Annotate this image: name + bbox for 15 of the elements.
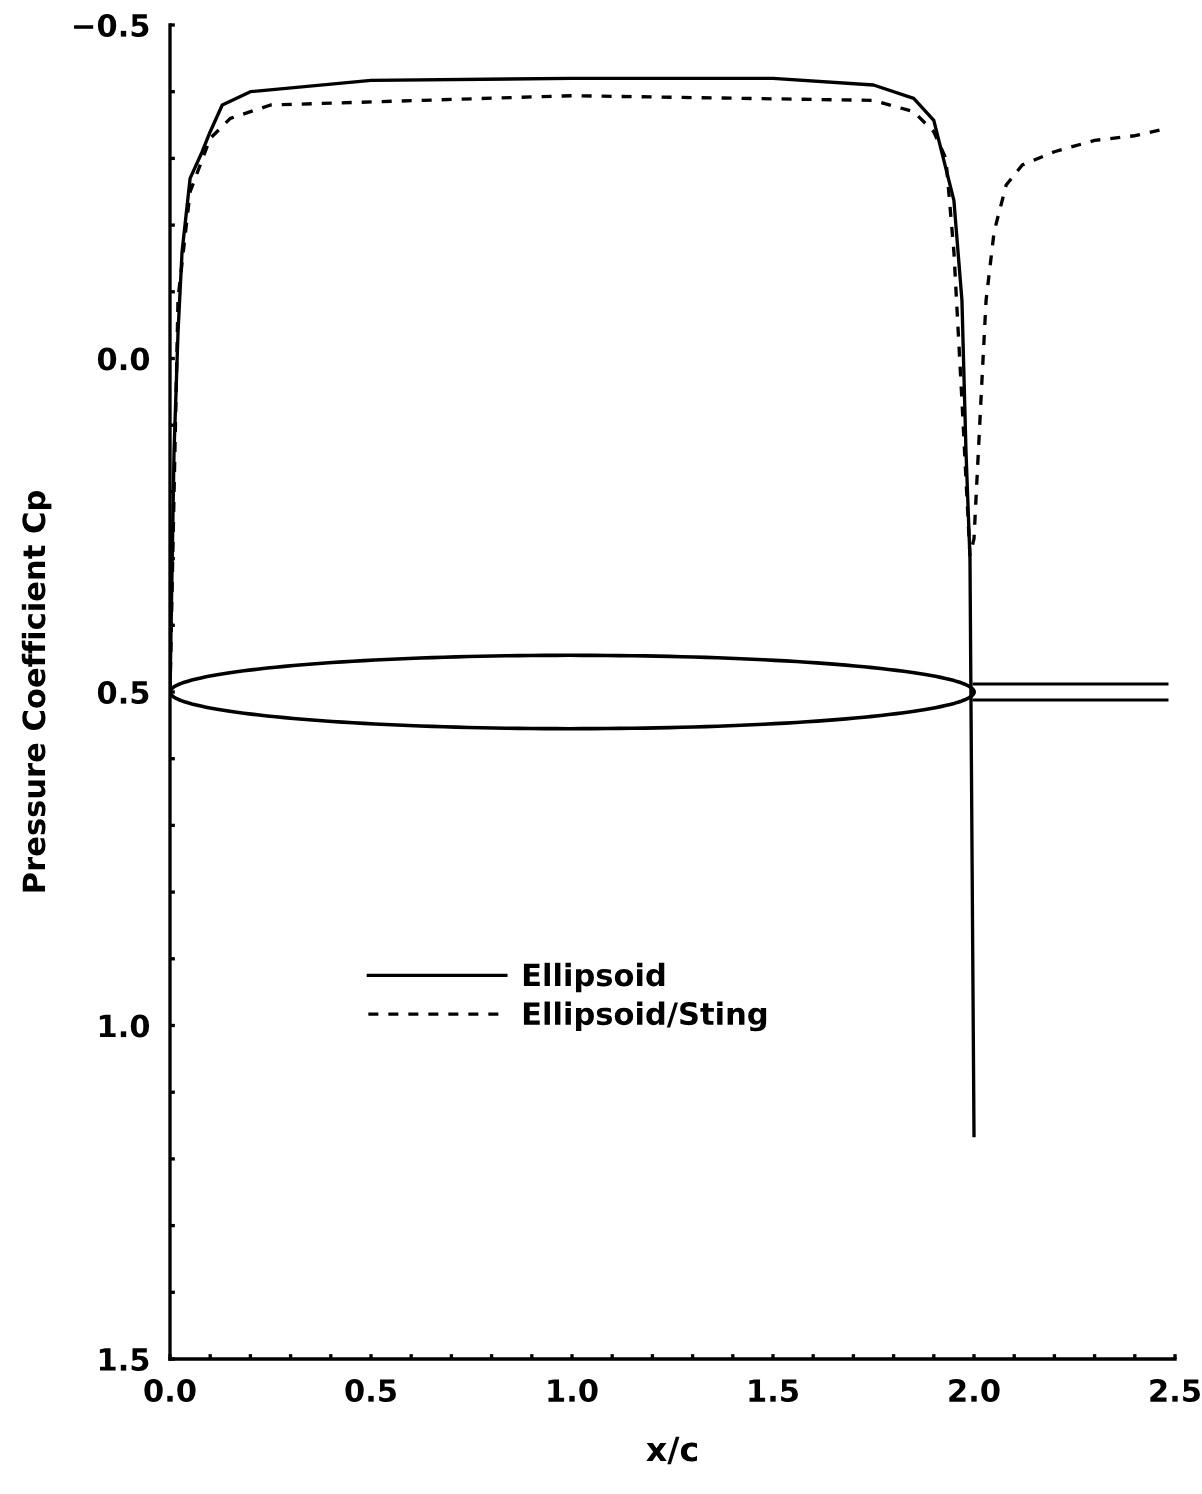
y-axis-title: Pressure Coefficient Cp: [21, 491, 52, 892]
x-tick-label: 1.5: [749, 1379, 798, 1403]
x-tick-label: 2.5: [1150, 1378, 1200, 1403]
legend-label: Ellipsoid: [523, 962, 665, 993]
y-tick-label: 0.0: [97, 347, 150, 371]
y-tick-label: 1.5: [99, 1348, 149, 1372]
x-tick-label: 0.5: [345, 1378, 396, 1403]
legend-label: Ellipsoid/Sting: [523, 1001, 767, 1032]
y-tick-label: 1.0: [99, 1014, 150, 1038]
y-tick-label: −0.5: [74, 13, 149, 38]
x-tick-label: 1.0: [548, 1378, 598, 1403]
x-tick-label: 2.0: [949, 1378, 1000, 1403]
x-axis-title: x/c: [646, 1436, 697, 1465]
x-tick-label: 0.0: [144, 1378, 196, 1403]
y-tick-label: 0.5: [97, 680, 149, 705]
